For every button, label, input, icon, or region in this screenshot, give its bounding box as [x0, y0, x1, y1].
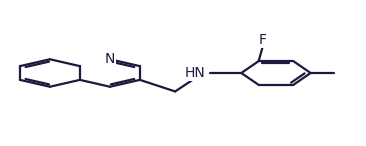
Text: N: N	[105, 52, 115, 66]
Text: HN: HN	[184, 66, 205, 80]
Text: F: F	[258, 33, 266, 47]
